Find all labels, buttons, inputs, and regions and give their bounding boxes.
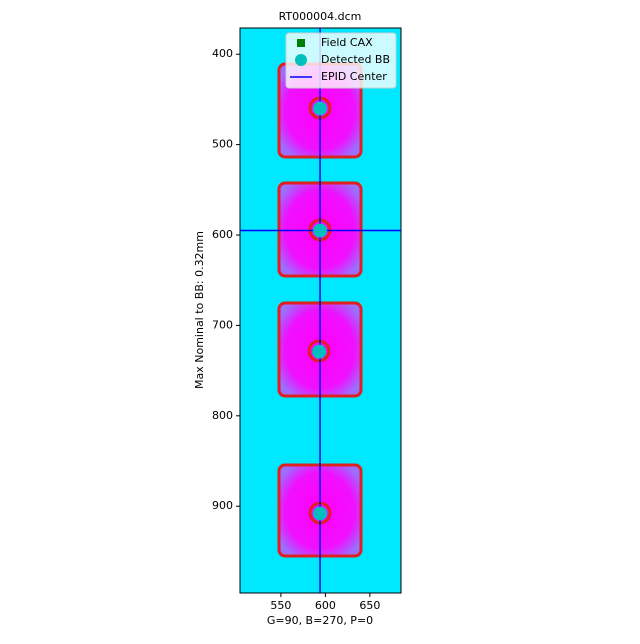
x-tick-label: 550 — [270, 599, 291, 612]
legend-label: EPID Center — [321, 70, 387, 83]
point — [313, 506, 328, 521]
point — [313, 223, 328, 238]
legend-box — [285, 32, 397, 89]
y-tick-label: 800 — [212, 409, 233, 422]
y-axis-label: Max Nominal to BB: 0.32mm — [193, 231, 206, 389]
chart-title: RT000004.dcm — [279, 10, 362, 23]
y-tick-label: 500 — [212, 138, 233, 151]
legend-marker — [297, 39, 305, 47]
y-tick-label: 600 — [212, 228, 233, 241]
x-axis-label: G=90, B=270, P=0 — [267, 614, 373, 627]
y-tick-label: 400 — [212, 47, 233, 60]
legend-label: Field CAX — [321, 36, 373, 49]
x-tick-label: 600 — [315, 599, 336, 612]
point — [313, 101, 328, 116]
y-tick-label: 900 — [212, 499, 233, 512]
x-tick-label: 650 — [359, 599, 380, 612]
legend-label: Detected BB — [321, 53, 390, 66]
y-tick-label: 700 — [212, 318, 233, 331]
point — [312, 344, 327, 359]
legend-marker — [295, 54, 307, 66]
